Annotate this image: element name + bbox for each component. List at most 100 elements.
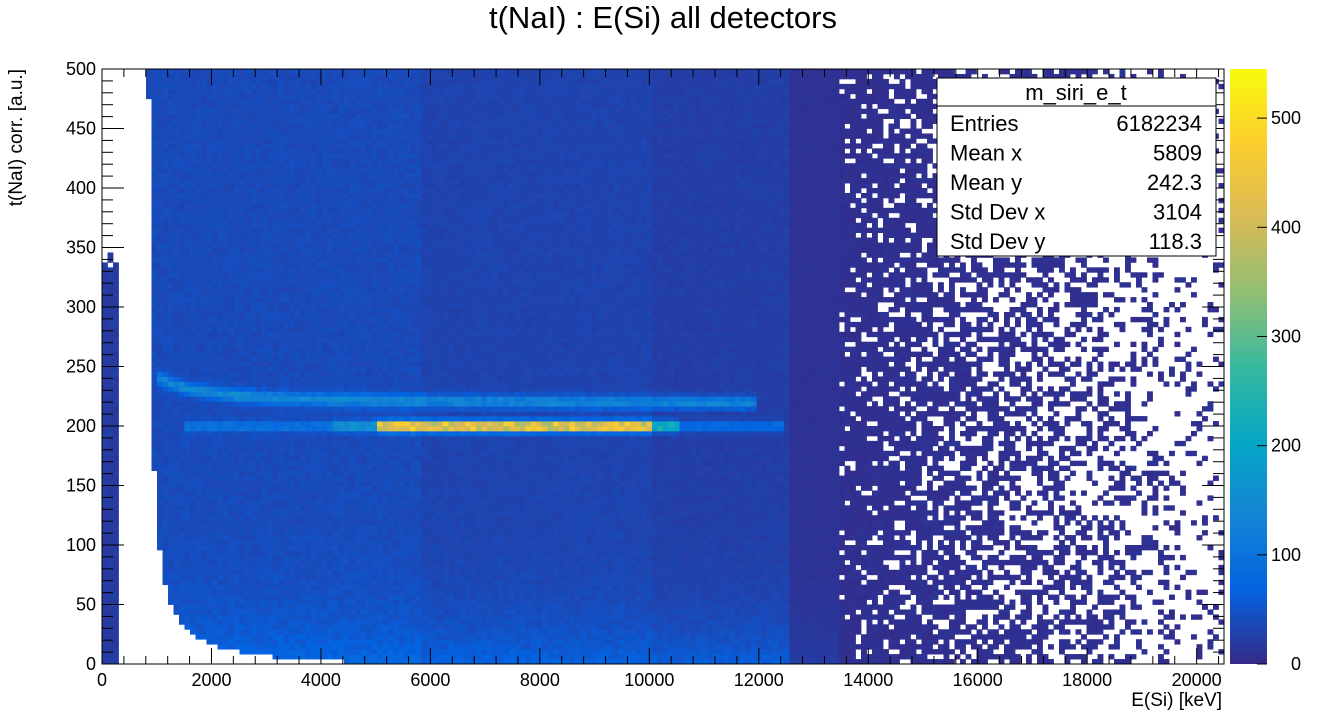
- heatmap-cell: [701, 520, 708, 526]
- heatmap-cell: [591, 579, 598, 586]
- heatmap-cell: [558, 549, 565, 556]
- heatmap-cell: [547, 604, 554, 610]
- heatmap-cell: [580, 629, 587, 635]
- heatmap-cell: [982, 584, 988, 591]
- heatmap-cell: [173, 510, 180, 516]
- heatmap-cell: [762, 629, 768, 635]
- heatmap-cell: [1103, 579, 1109, 586]
- heatmap-cell: [630, 614, 636, 620]
- heatmap-cell: [723, 644, 730, 650]
- heatmap-cell: [256, 530, 262, 536]
- heatmap-cell: [399, 614, 405, 620]
- heatmap-cell: [872, 629, 878, 635]
- heatmap-cell: [949, 659, 955, 665]
- heatmap-cell: [899, 569, 906, 576]
- heatmap-cell: [674, 649, 680, 655]
- heatmap-cell: [630, 624, 636, 630]
- heatmap-cell: [300, 574, 306, 581]
- heatmap-cell: [888, 579, 895, 586]
- heatmap-cell: [899, 554, 906, 561]
- heatmap-cell: [267, 589, 273, 595]
- heatmap-cell: [778, 649, 785, 655]
- heatmap-cell: [613, 510, 620, 516]
- heatmap-cell: [311, 540, 317, 546]
- heatmap-cell: [278, 545, 284, 551]
- heatmap-cell: [327, 554, 334, 561]
- heatmap-cell: [404, 545, 411, 551]
- heatmap-cell: [184, 530, 191, 536]
- heatmap-cell: [454, 540, 460, 546]
- heatmap-cell: [399, 609, 405, 615]
- heatmap-cell: [184, 584, 191, 591]
- heatmap-cell: [778, 604, 785, 610]
- heatmap-cell: [542, 634, 548, 640]
- heatmap-cell: [811, 540, 818, 546]
- heatmap-cell: [866, 579, 873, 586]
- heatmap-cell: [745, 599, 752, 605]
- heatmap-cell: [454, 559, 460, 566]
- heatmap-cell: [657, 634, 664, 640]
- heatmap-cell: [256, 540, 262, 546]
- heatmap-cell: [850, 589, 856, 595]
- heatmap-cell: [399, 599, 405, 605]
- heatmap-cell: [470, 510, 477, 516]
- heatmap-cell: [586, 574, 592, 581]
- heatmap-cell: [459, 614, 466, 620]
- heatmap-cell: [679, 530, 686, 536]
- heatmap-cell: [982, 639, 988, 645]
- heatmap-cell: [1163, 564, 1170, 571]
- heatmap-cell: [927, 634, 933, 640]
- heatmap-cell: [536, 609, 543, 615]
- heatmap-cell: [646, 515, 653, 521]
- heatmap-cell: [278, 589, 284, 595]
- heatmap-cell: [107, 510, 114, 516]
- heatmap-cell: [289, 609, 295, 615]
- heatmap-cell: [443, 579, 449, 586]
- heatmap-cell: [883, 609, 889, 615]
- heatmap-cell: [729, 530, 735, 536]
- heatmap-cell: [481, 654, 488, 660]
- heatmap-cell: [1026, 604, 1032, 610]
- heatmap-cell: [762, 559, 768, 566]
- heatmap-cell: [591, 530, 598, 536]
- heatmap-cell: [1075, 654, 1082, 660]
- heatmap-cell: [740, 510, 746, 516]
- heatmap-cell: [195, 589, 202, 595]
- heatmap-cell: [399, 659, 405, 665]
- heatmap-cell: [740, 540, 746, 546]
- heatmap-cell: [305, 515, 312, 521]
- heatmap-cell: [855, 569, 862, 576]
- heatmap-cell: [371, 639, 378, 645]
- heatmap-cell: [1053, 535, 1060, 541]
- heatmap-cell: [217, 634, 224, 640]
- heatmap-cell: [283, 569, 290, 576]
- heatmap-cell: [960, 559, 966, 566]
- heatmap-cell: [723, 569, 730, 576]
- heatmap-cell: [300, 525, 306, 531]
- heatmap-cell: [476, 574, 482, 581]
- heatmap-cell: [525, 624, 532, 630]
- heatmap-cell: [547, 554, 554, 561]
- heatmap-cell: [734, 569, 741, 576]
- heatmap-cell: [806, 594, 812, 600]
- heatmap-cell: [558, 545, 565, 551]
- heatmap-cell: [410, 569, 416, 576]
- heatmap-cell: [388, 604, 394, 610]
- heatmap-cell: [778, 614, 785, 620]
- heatmap-cell: [404, 619, 411, 625]
- heatmap-cell: [487, 589, 493, 595]
- heatmap-cell: [421, 549, 427, 556]
- heatmap-cell: [305, 564, 312, 571]
- heatmap-cell: [756, 619, 763, 625]
- heatmap-cell: [250, 510, 257, 516]
- heatmap-cell: [613, 624, 620, 630]
- heatmap-cell: [987, 574, 994, 581]
- heatmap-cell: [718, 584, 724, 591]
- heatmap-cell: [740, 515, 746, 521]
- heatmap-cell: [916, 525, 922, 531]
- heatmap-cell: [553, 574, 559, 581]
- heatmap-cell: [327, 649, 334, 655]
- heatmap-cell: [531, 609, 537, 615]
- heatmap-cell: [168, 599, 174, 605]
- heatmap-cell: [729, 559, 735, 566]
